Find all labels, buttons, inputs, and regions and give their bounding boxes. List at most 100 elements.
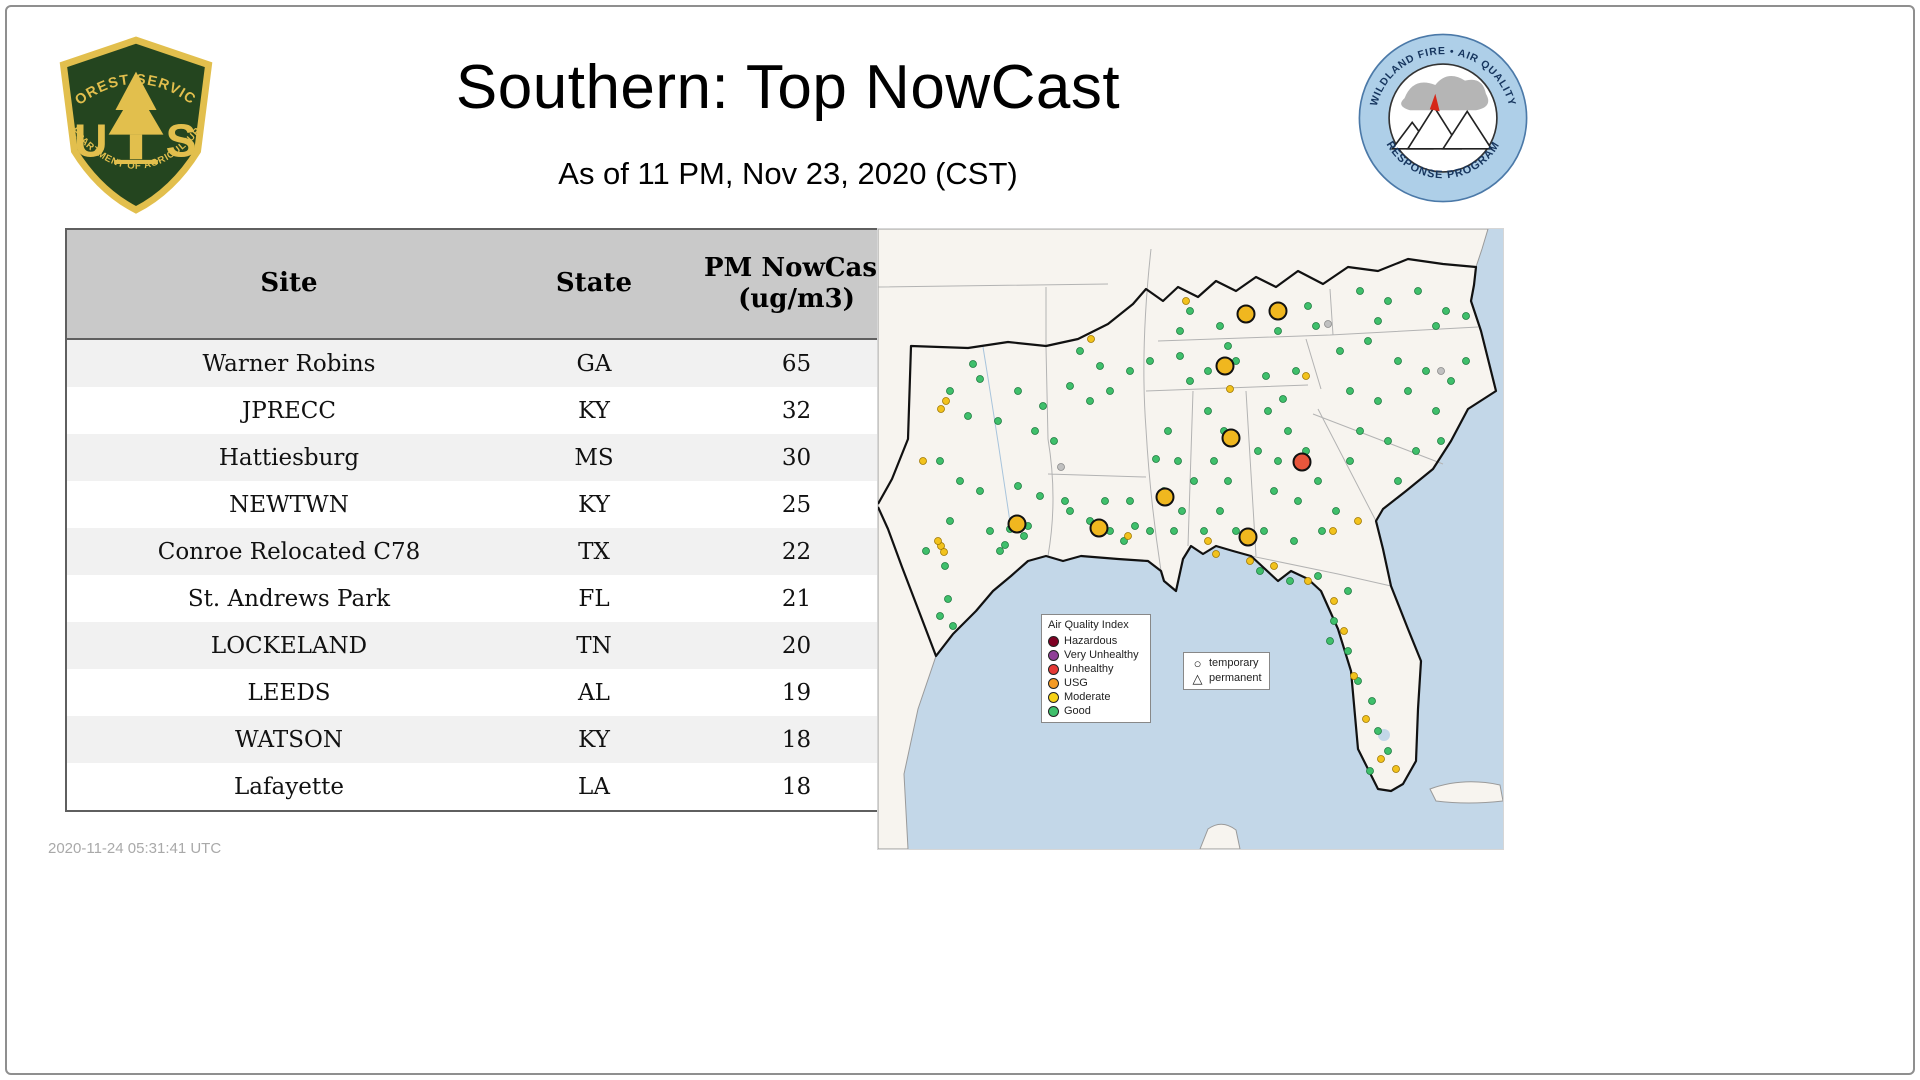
- site-marker-moderate: [1304, 577, 1312, 585]
- site-cell: LOCKELAND: [210, 632, 368, 659]
- site-marker-good: [1066, 507, 1074, 515]
- column-header-1: State: [511, 229, 677, 340]
- site-marker-good: [1146, 527, 1154, 535]
- site-marker-good: [1290, 537, 1298, 545]
- site-marker-good: [1292, 367, 1300, 375]
- value-cell: 18: [781, 726, 812, 753]
- site-marker-good: [1174, 457, 1182, 465]
- site-marker-good: [1462, 357, 1470, 365]
- value-cell: 32: [781, 397, 812, 424]
- site-marker-good: [1036, 492, 1044, 500]
- site-marker-good: [1152, 455, 1160, 463]
- site-marker-good: [986, 527, 994, 535]
- site-marker-good: [1274, 457, 1282, 465]
- table-row: St. Andrews Park FL 21: [66, 575, 917, 622]
- site-marker-good: [956, 477, 964, 485]
- top-site-marker-moderate: [1221, 428, 1241, 448]
- top-site-marker-moderate: [1268, 301, 1288, 321]
- table-row: WATSON KY 18: [66, 716, 917, 763]
- aqi-legend-label: Unhealthy: [1064, 663, 1114, 675]
- site-marker-good: [1260, 527, 1268, 535]
- site-marker-good: [1186, 307, 1194, 315]
- aqi-legend-item: Unhealthy: [1048, 662, 1144, 676]
- site-marker-good: [1264, 407, 1272, 415]
- site-marker-good: [1422, 367, 1430, 375]
- table-row: LOCKELAND TN 20: [66, 622, 917, 669]
- site-marker-good: [1216, 507, 1224, 515]
- site-marker-good: [1120, 537, 1128, 545]
- site-cell: JPRECC: [242, 397, 336, 424]
- marker-type-label: temporary: [1209, 657, 1259, 669]
- site-marker-good: [1374, 397, 1382, 405]
- site-marker-moderate: [1362, 715, 1370, 723]
- temporary-marker-icon: ○: [1193, 656, 1202, 671]
- smoke-plume-icon: [1401, 76, 1489, 111]
- table-row: JPRECC KY 32: [66, 387, 917, 434]
- site-marker-good: [964, 412, 972, 420]
- site-cell: Warner Robins: [202, 350, 376, 377]
- site-marker-good: [1314, 572, 1322, 580]
- value-cell: 65: [781, 350, 812, 377]
- site-marker-good: [944, 595, 952, 603]
- site-cell: Hattiesburg: [218, 444, 360, 471]
- value-cell: 22: [781, 538, 812, 565]
- site-markers: [919, 287, 1470, 775]
- site-marker-good: [1204, 407, 1212, 415]
- site-marker-good: [1014, 387, 1022, 395]
- site-marker-good: [1384, 747, 1392, 755]
- state-cell: AL: [578, 679, 610, 706]
- site-marker-good: [1384, 437, 1392, 445]
- site-marker-moderate: [934, 537, 942, 545]
- site-marker-good: [1020, 532, 1028, 540]
- table-row: LEEDS AL 19: [66, 669, 917, 716]
- region-boundary: [878, 257, 1498, 793]
- site-marker-good: [1106, 387, 1114, 395]
- aqi-legend-item: Hazardous: [1048, 634, 1144, 648]
- fs-pine-tree-icon: [108, 71, 164, 165]
- site-marker-good: [976, 487, 984, 495]
- aqi-legend-label: USG: [1064, 677, 1088, 689]
- site-marker-moderate: [1226, 385, 1234, 393]
- table-row: Warner Robins GA 65: [66, 339, 917, 387]
- site-marker-good: [1326, 637, 1334, 645]
- state-cell: KY: [578, 726, 610, 753]
- marker-type-item: ○ temporary: [1191, 656, 1262, 671]
- site-cell: St. Andrews Park: [187, 585, 391, 612]
- site-marker-good: [1216, 322, 1224, 330]
- site-cell: LEEDS: [247, 679, 331, 706]
- site-marker-good: [1254, 447, 1262, 455]
- site-marker-moderate: [940, 548, 948, 556]
- site-marker-good: [1270, 487, 1278, 495]
- site-marker-good: [1346, 457, 1354, 465]
- site-marker-good: [1164, 427, 1172, 435]
- site-cell: WATSON: [235, 726, 343, 753]
- table-row: Conroe Relocated C78 TX 22: [66, 528, 917, 575]
- table-body: Warner Robins GA 65 JPRECC KY 32 Hattiesburg MS…: [66, 339, 917, 811]
- fs-letter-u: U: [74, 114, 108, 166]
- site-marker-good: [1442, 307, 1450, 315]
- site-marker-good: [1318, 527, 1326, 535]
- page-subtitle: As of 11 PM, Nov 23, 2020 (CST): [558, 156, 1018, 191]
- site-marker-good: [1286, 577, 1294, 585]
- state-cell: MS: [574, 444, 614, 471]
- site-marker-good: [1178, 507, 1186, 515]
- site-marker-good: [1462, 312, 1470, 320]
- nowcast-table-container: Site State PM NowCast (ug/m3) Warner Robin…: [65, 228, 918, 812]
- site-marker-other: [1437, 367, 1445, 375]
- site-marker-good: [1394, 357, 1402, 365]
- table-row: NEWTWN KY 25: [66, 481, 917, 528]
- value-cell: 19: [781, 679, 812, 706]
- site-marker-good: [1354, 677, 1362, 685]
- value-cell: 18: [781, 773, 812, 800]
- top-site-marker-unhealthy: [1292, 452, 1312, 472]
- site-marker-other: [1057, 463, 1065, 471]
- site-marker-good: [1204, 367, 1212, 375]
- aqi-legend: Air Quality Index Hazardous Very Unhealth…: [1041, 614, 1151, 723]
- mountains-icon: [1390, 105, 1493, 150]
- fire-icon: [1429, 93, 1440, 112]
- state-cell: FL: [578, 585, 610, 612]
- site-marker-good: [1364, 337, 1372, 345]
- site-marker-good: [1312, 322, 1320, 330]
- site-marker-moderate: [1340, 627, 1348, 635]
- site-marker-good: [1366, 767, 1374, 775]
